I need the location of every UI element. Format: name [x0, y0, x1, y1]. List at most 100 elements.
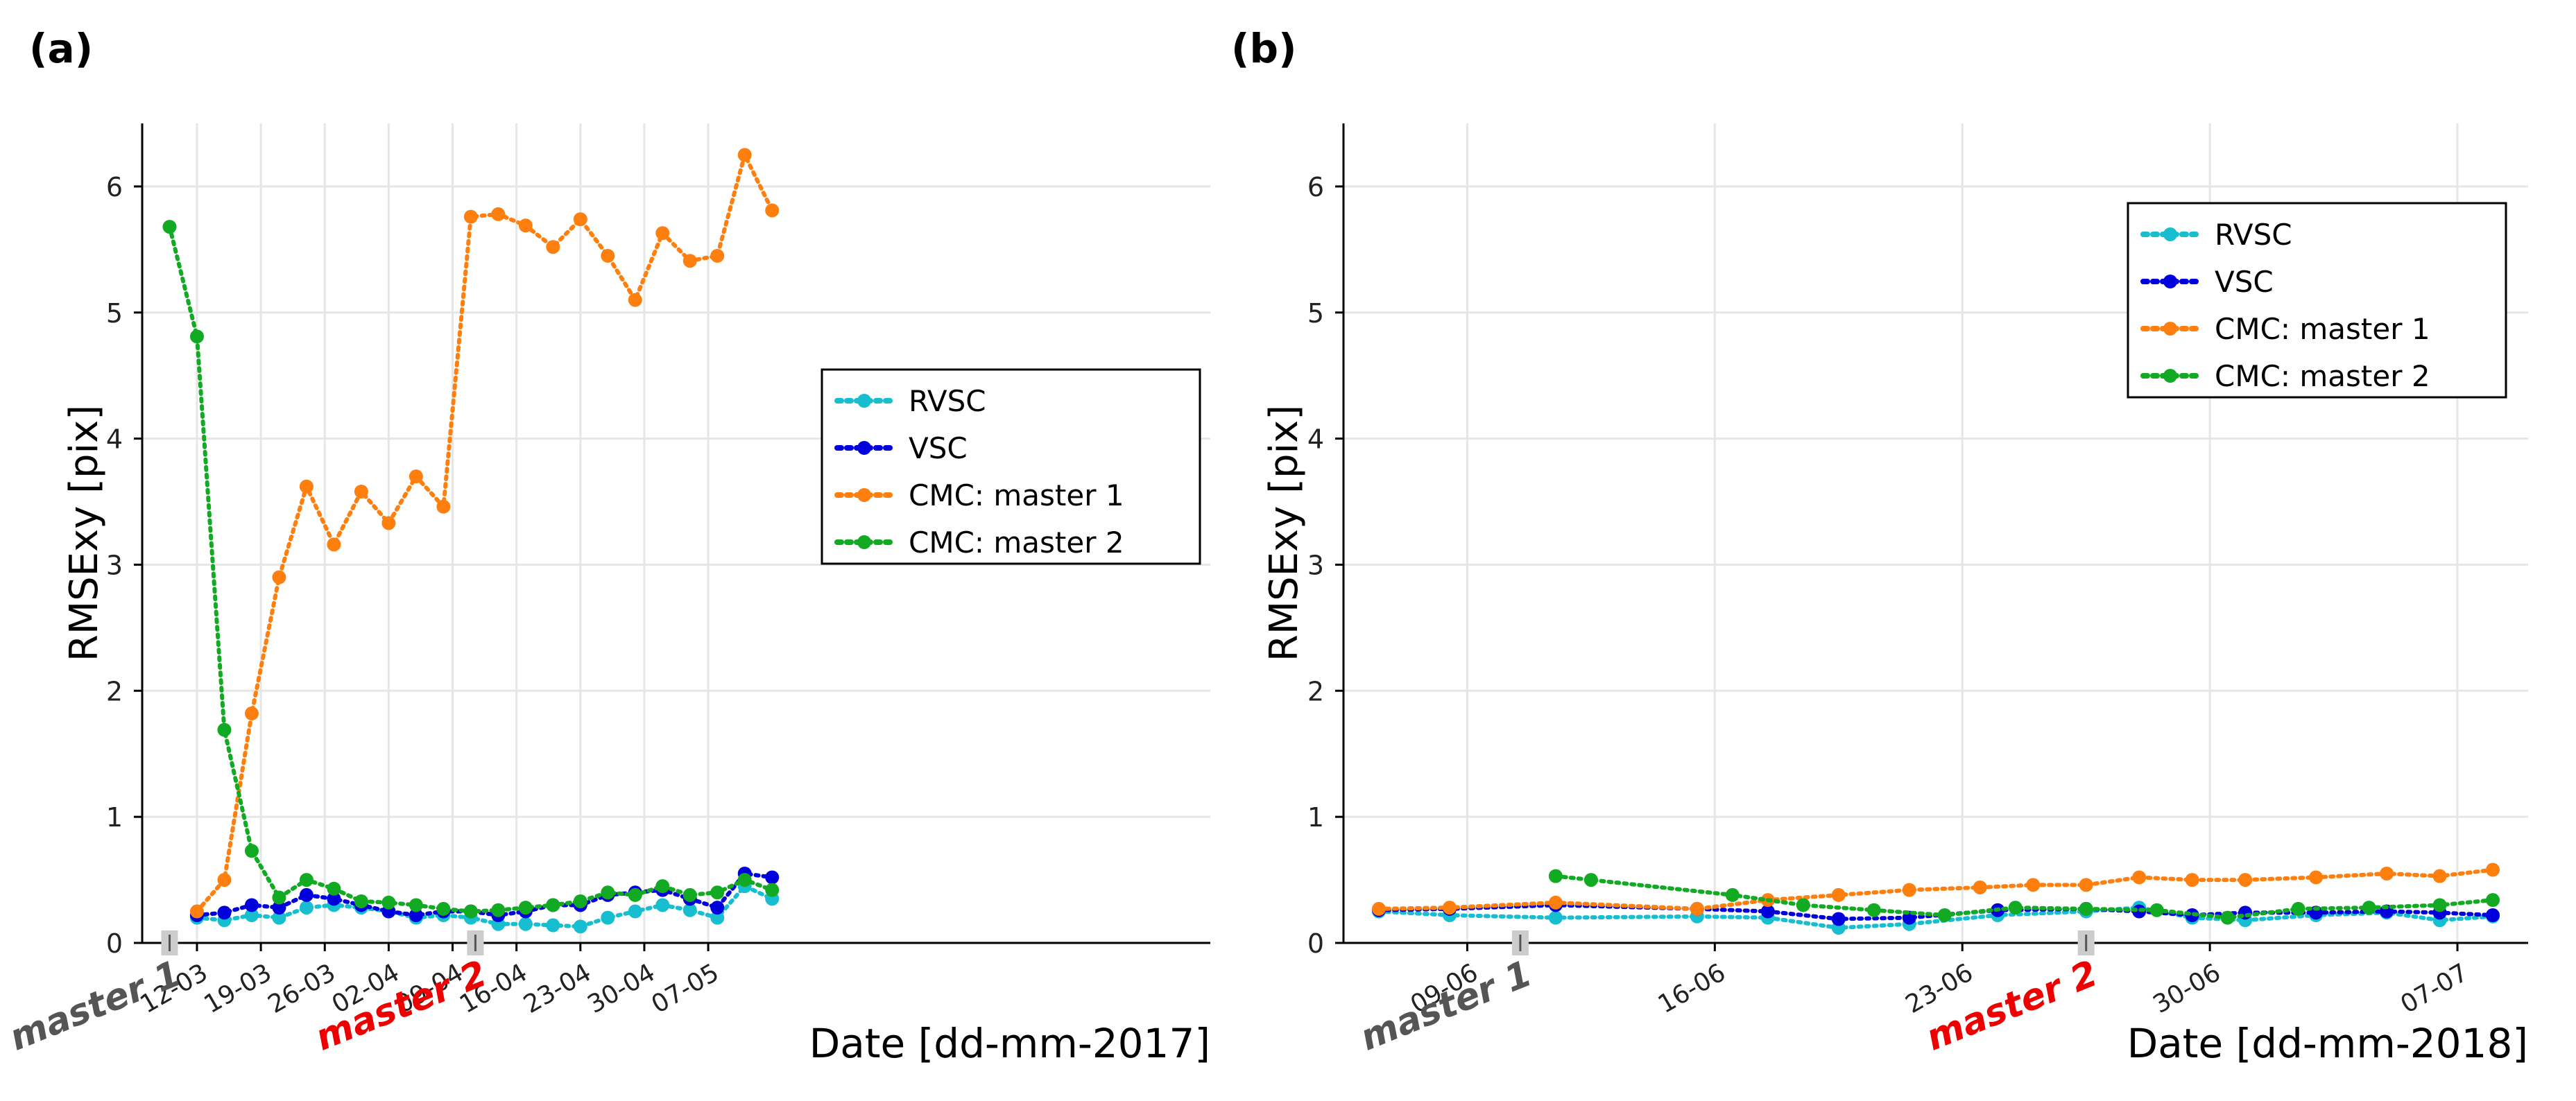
- data-point: [682, 903, 697, 917]
- legend-entry-label: CMC: master 2: [909, 526, 1124, 560]
- x-axis-title: Date [dd-mm-2017]: [809, 1020, 1210, 1067]
- plot-area: [1371, 862, 2500, 935]
- x-tick-label: 23-04: [519, 958, 596, 1019]
- series-line: [1376, 867, 2496, 911]
- data-point: [299, 479, 314, 494]
- legend-entry-label: CMC: master 2: [2215, 359, 2430, 393]
- series-line: [1376, 905, 2496, 930]
- y-tick-label: 4: [1307, 424, 1324, 455]
- series-line: [1553, 874, 2496, 920]
- data-point: [1902, 883, 1916, 897]
- data-point: [244, 844, 259, 858]
- data-point: [189, 904, 204, 919]
- data-point: [682, 887, 697, 902]
- data-point: [272, 890, 286, 905]
- data-point: [2380, 866, 2394, 881]
- data-point: [299, 887, 314, 902]
- data-point: [765, 883, 780, 897]
- data-point: [518, 917, 533, 931]
- data-point: [162, 220, 177, 234]
- data-point: [601, 248, 615, 263]
- data-point: [1548, 869, 1563, 883]
- data-point: [546, 240, 560, 254]
- data-point: [710, 885, 725, 900]
- x-tick-label: 30-04: [583, 958, 660, 1019]
- x-tick-label: 19-03: [200, 958, 277, 1019]
- y-tick-label: 6: [1307, 172, 1324, 202]
- master-marker-label: master 1: [1355, 953, 1538, 1059]
- series-cmc-master-2: [1548, 869, 2500, 925]
- y-tick-label: 5: [1307, 298, 1324, 329]
- series-line: [194, 149, 775, 914]
- grid: [1343, 123, 2528, 944]
- data-point: [2149, 903, 2164, 917]
- data-point: [217, 905, 232, 920]
- legend: RVSC VSC CMC: master 1 CMC: master 2: [821, 368, 1201, 565]
- y-tick-label: 3: [1307, 550, 1324, 580]
- data-point: [2026, 878, 2041, 892]
- y-tick-label: 0: [1307, 928, 1324, 959]
- data-point: [354, 484, 368, 499]
- data-point: [463, 904, 478, 919]
- data-point: [682, 254, 697, 268]
- data-point: [1937, 908, 1952, 922]
- data-point: [2079, 901, 2093, 916]
- data-point: [1973, 880, 1987, 894]
- data-point: [1690, 901, 1704, 916]
- data-point: [272, 901, 286, 915]
- y-tick-label: 0: [106, 928, 123, 959]
- data-point: [2238, 873, 2253, 887]
- data-point: [628, 904, 642, 919]
- data-point: [2291, 901, 2305, 916]
- data-point: [2432, 898, 2447, 912]
- data-point: [2486, 908, 2500, 922]
- data-point: [491, 903, 506, 917]
- legend-entry-label: VSC: [909, 431, 968, 465]
- data-point: [2309, 870, 2324, 885]
- data-point: [272, 570, 286, 584]
- y-tick-label: 5: [106, 298, 123, 329]
- y-tick-label: 2: [1307, 676, 1324, 706]
- data-point: [463, 209, 478, 224]
- legend-swatch-marker: [857, 441, 871, 455]
- legend-entry-label: RVSC: [909, 384, 986, 418]
- data-point: [299, 901, 314, 915]
- x-tick-label: 16-06: [1654, 958, 1731, 1019]
- legend-entry-label: VSC: [2215, 265, 2274, 299]
- data-point: [765, 203, 780, 218]
- data-point: [1760, 904, 1775, 919]
- data-point: [327, 892, 341, 906]
- data-point: [381, 516, 396, 530]
- y-axis-title: RMSExy [pix]: [1262, 405, 1307, 661]
- data-point: [2132, 870, 2147, 885]
- data-point: [1548, 895, 1563, 910]
- data-point: [518, 218, 533, 233]
- x-tick-label: 07-05: [646, 958, 723, 1019]
- data-point: [491, 207, 506, 221]
- data-point: [2079, 878, 2093, 892]
- y-tick-label: 3: [106, 550, 123, 580]
- data-point: [765, 870, 780, 885]
- data-point: [2008, 901, 2023, 915]
- data-point: [546, 918, 560, 933]
- y-tick-label: 6: [106, 172, 123, 202]
- data-point: [655, 879, 670, 894]
- x-tick-label: 26-03: [264, 958, 341, 1019]
- data-point: [2432, 869, 2447, 883]
- data-point: [327, 537, 341, 552]
- data-point: [710, 910, 725, 925]
- data-point: [409, 908, 423, 922]
- data-point: [710, 248, 725, 263]
- data-point: [628, 887, 642, 902]
- legend-entry-label: CMC: master 1: [2215, 312, 2430, 346]
- data-point: [2486, 893, 2500, 908]
- data-point: [710, 901, 725, 915]
- panel-label: (a): [29, 25, 93, 72]
- data-point: [272, 910, 286, 925]
- data-point: [1831, 912, 1846, 926]
- x-axis-title: Date [dd-mm-2018]: [2127, 1020, 2528, 1067]
- data-point: [189, 329, 204, 344]
- data-point: [409, 469, 423, 484]
- data-point: [573, 212, 587, 227]
